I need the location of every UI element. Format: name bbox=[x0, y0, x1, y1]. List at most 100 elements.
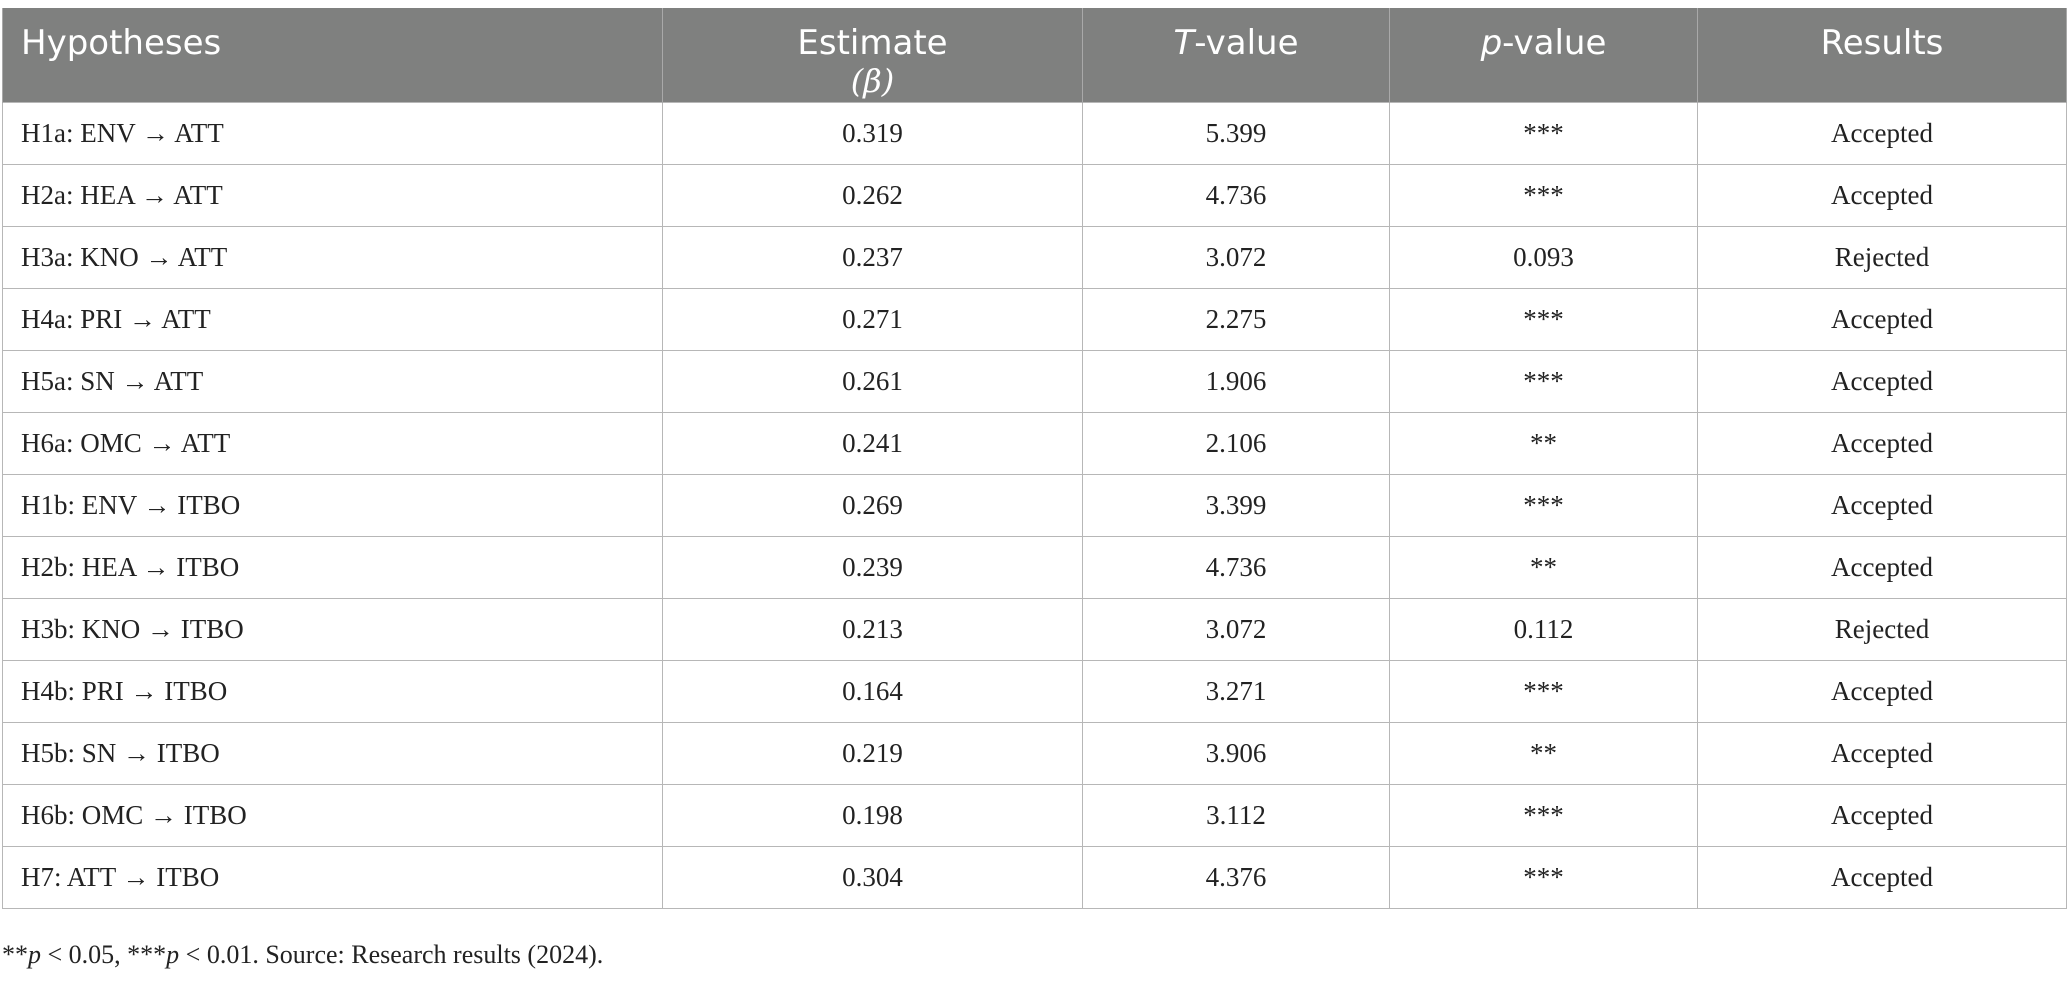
cell-t-value: 3.072 bbox=[1082, 225, 1390, 289]
cell-estimate: 0.219 bbox=[662, 721, 1083, 785]
table-row: H1b: ENV → ITBO 0.269 3.399 *** Accepted bbox=[2, 473, 2067, 537]
cell-result: Accepted bbox=[1697, 101, 2067, 165]
cell-hypothesis: H2b: HEA → ITBO bbox=[2, 535, 663, 599]
cell-hypothesis: H5b: SN → ITBO bbox=[2, 721, 663, 785]
cell-hypothesis: H3b: KNO → ITBO bbox=[2, 597, 663, 661]
cell-p-value: 0.112 bbox=[1389, 597, 1698, 661]
cell-p-value: ** bbox=[1389, 535, 1698, 599]
cell-t-value: 4.376 bbox=[1082, 845, 1390, 909]
header-p-value: p-value bbox=[1389, 8, 1698, 102]
header-hypotheses-label: Hypotheses bbox=[21, 23, 222, 63]
cell-estimate: 0.271 bbox=[662, 287, 1083, 351]
table-row: H5a: SN → ATT 0.261 1.906 *** Accepted bbox=[2, 349, 2067, 413]
header-estimate-symbol: (β) bbox=[850, 62, 895, 100]
header-results-label: Results bbox=[1820, 23, 1944, 63]
table-row: H1a: ENV → ATT 0.319 5.399 *** Accepted bbox=[2, 101, 2067, 165]
header-results: Results bbox=[1697, 8, 2067, 102]
cell-result: Rejected bbox=[1697, 225, 2067, 289]
cell-result: Rejected bbox=[1697, 597, 2067, 661]
cell-estimate: 0.198 bbox=[662, 783, 1083, 847]
header-row: Hypotheses Estimate (β) T-value p-value … bbox=[2, 8, 2067, 102]
table-row: H5b: SN → ITBO 0.219 3.906 ** Accepted bbox=[2, 721, 2067, 785]
cell-t-value: 4.736 bbox=[1082, 163, 1390, 227]
cell-p-value: *** bbox=[1389, 783, 1698, 847]
table-row: H4a: PRI → ATT 0.271 2.275 *** Accepted bbox=[2, 287, 2067, 351]
header-t-value-prefix: T bbox=[1173, 23, 1195, 63]
cell-p-value: *** bbox=[1389, 659, 1698, 723]
table-row: H7: ATT → ITBO 0.304 4.376 *** Accepted bbox=[2, 845, 2067, 909]
cell-p-value: *** bbox=[1389, 473, 1698, 537]
cell-result: Accepted bbox=[1697, 535, 2067, 599]
cell-estimate: 0.241 bbox=[662, 411, 1083, 475]
cell-t-value: 2.106 bbox=[1082, 411, 1390, 475]
cell-estimate: 0.304 bbox=[662, 845, 1083, 909]
header-p-value-suffix: -value bbox=[1502, 23, 1607, 63]
cell-p-value: *** bbox=[1389, 163, 1698, 227]
cell-p-value: ** bbox=[1389, 411, 1698, 475]
cell-t-value: 3.112 bbox=[1082, 783, 1390, 847]
table-row: H3a: KNO → ATT 0.237 3.072 0.093 Rejected bbox=[2, 225, 2067, 289]
cell-estimate: 0.237 bbox=[662, 225, 1083, 289]
header-estimate-label: Estimate bbox=[797, 23, 948, 63]
cell-hypothesis: H6b: OMC → ITBO bbox=[2, 783, 663, 847]
cell-hypothesis: H1b: ENV → ITBO bbox=[2, 473, 663, 537]
header-hypotheses: Hypotheses bbox=[2, 8, 663, 102]
header-t-value-suffix: -value bbox=[1194, 23, 1299, 63]
footnote-p2: p bbox=[166, 940, 180, 969]
cell-t-value: 1.906 bbox=[1082, 349, 1390, 413]
results-table-container: Hypotheses Estimate (β) T-value p-value … bbox=[2, 8, 2067, 909]
footnote-p1: p bbox=[28, 940, 41, 969]
cell-hypothesis: H6a: OMC → ATT bbox=[2, 411, 663, 475]
cell-estimate: 0.164 bbox=[662, 659, 1083, 723]
cell-p-value: *** bbox=[1389, 101, 1698, 165]
cell-t-value: 5.399 bbox=[1082, 101, 1390, 165]
cell-hypothesis: H1a: ENV → ATT bbox=[2, 101, 663, 165]
hypothesis-results-table: Hypotheses Estimate (β) T-value p-value … bbox=[2, 8, 2067, 909]
table-row: H3b: KNO → ITBO 0.213 3.072 0.112 Rejected bbox=[2, 597, 2067, 661]
cell-hypothesis: H5a: SN → ATT bbox=[2, 349, 663, 413]
cell-hypothesis: H4a: PRI → ATT bbox=[2, 287, 663, 351]
cell-result: Accepted bbox=[1697, 411, 2067, 475]
footnote-part1: ** bbox=[2, 940, 28, 969]
cell-result: Accepted bbox=[1697, 473, 2067, 537]
cell-t-value: 4.736 bbox=[1082, 535, 1390, 599]
cell-result: Accepted bbox=[1697, 287, 2067, 351]
cell-result: Accepted bbox=[1697, 845, 2067, 909]
header-estimate: Estimate (β) bbox=[662, 8, 1083, 102]
cell-result: Accepted bbox=[1697, 659, 2067, 723]
cell-p-value: *** bbox=[1389, 287, 1698, 351]
cell-p-value: *** bbox=[1389, 845, 1698, 909]
cell-t-value: 3.906 bbox=[1082, 721, 1390, 785]
cell-estimate: 0.239 bbox=[662, 535, 1083, 599]
cell-result: Accepted bbox=[1697, 783, 2067, 847]
cell-estimate: 0.262 bbox=[662, 163, 1083, 227]
cell-estimate: 0.261 bbox=[662, 349, 1083, 413]
cell-result: Accepted bbox=[1697, 721, 2067, 785]
cell-estimate: 0.213 bbox=[662, 597, 1083, 661]
cell-p-value: 0.093 bbox=[1389, 225, 1698, 289]
table-body: H1a: ENV → ATT 0.319 5.399 *** Accepted H2a: … bbox=[2, 101, 2067, 909]
cell-hypothesis: H3a: KNO → ATT bbox=[2, 225, 663, 289]
header-p-value-prefix: p bbox=[1480, 23, 1503, 63]
table-footnote: **p < 0.05, ***p < 0.01. Source: Researc… bbox=[2, 940, 603, 970]
cell-t-value: 3.271 bbox=[1082, 659, 1390, 723]
table-row: H2b: HEA → ITBO 0.239 4.736 ** Accepted bbox=[2, 535, 2067, 599]
table-row: H6b: OMC → ITBO 0.198 3.112 *** Accepted bbox=[2, 783, 2067, 847]
cell-result: Accepted bbox=[1697, 163, 2067, 227]
table-header: Hypotheses Estimate (β) T-value p-value … bbox=[2, 8, 2067, 102]
cell-estimate: 0.319 bbox=[662, 101, 1083, 165]
cell-p-value: ** bbox=[1389, 721, 1698, 785]
cell-estimate: 0.269 bbox=[662, 473, 1083, 537]
cell-hypothesis: H7: ATT → ITBO bbox=[2, 845, 663, 909]
cell-t-value: 2.275 bbox=[1082, 287, 1390, 351]
header-t-value: T-value bbox=[1082, 8, 1390, 102]
cell-hypothesis: H4b: PRI → ITBO bbox=[2, 659, 663, 723]
cell-p-value: *** bbox=[1389, 349, 1698, 413]
cell-t-value: 3.072 bbox=[1082, 597, 1390, 661]
cell-result: Accepted bbox=[1697, 349, 2067, 413]
cell-t-value: 3.399 bbox=[1082, 473, 1390, 537]
table-row: H4b: PRI → ITBO 0.164 3.271 *** Accepted bbox=[2, 659, 2067, 723]
table-row: H6a: OMC → ATT 0.241 2.106 ** Accepted bbox=[2, 411, 2067, 475]
cell-hypothesis: H2a: HEA → ATT bbox=[2, 163, 663, 227]
footnote-part2: < 0.05, *** bbox=[41, 940, 167, 969]
